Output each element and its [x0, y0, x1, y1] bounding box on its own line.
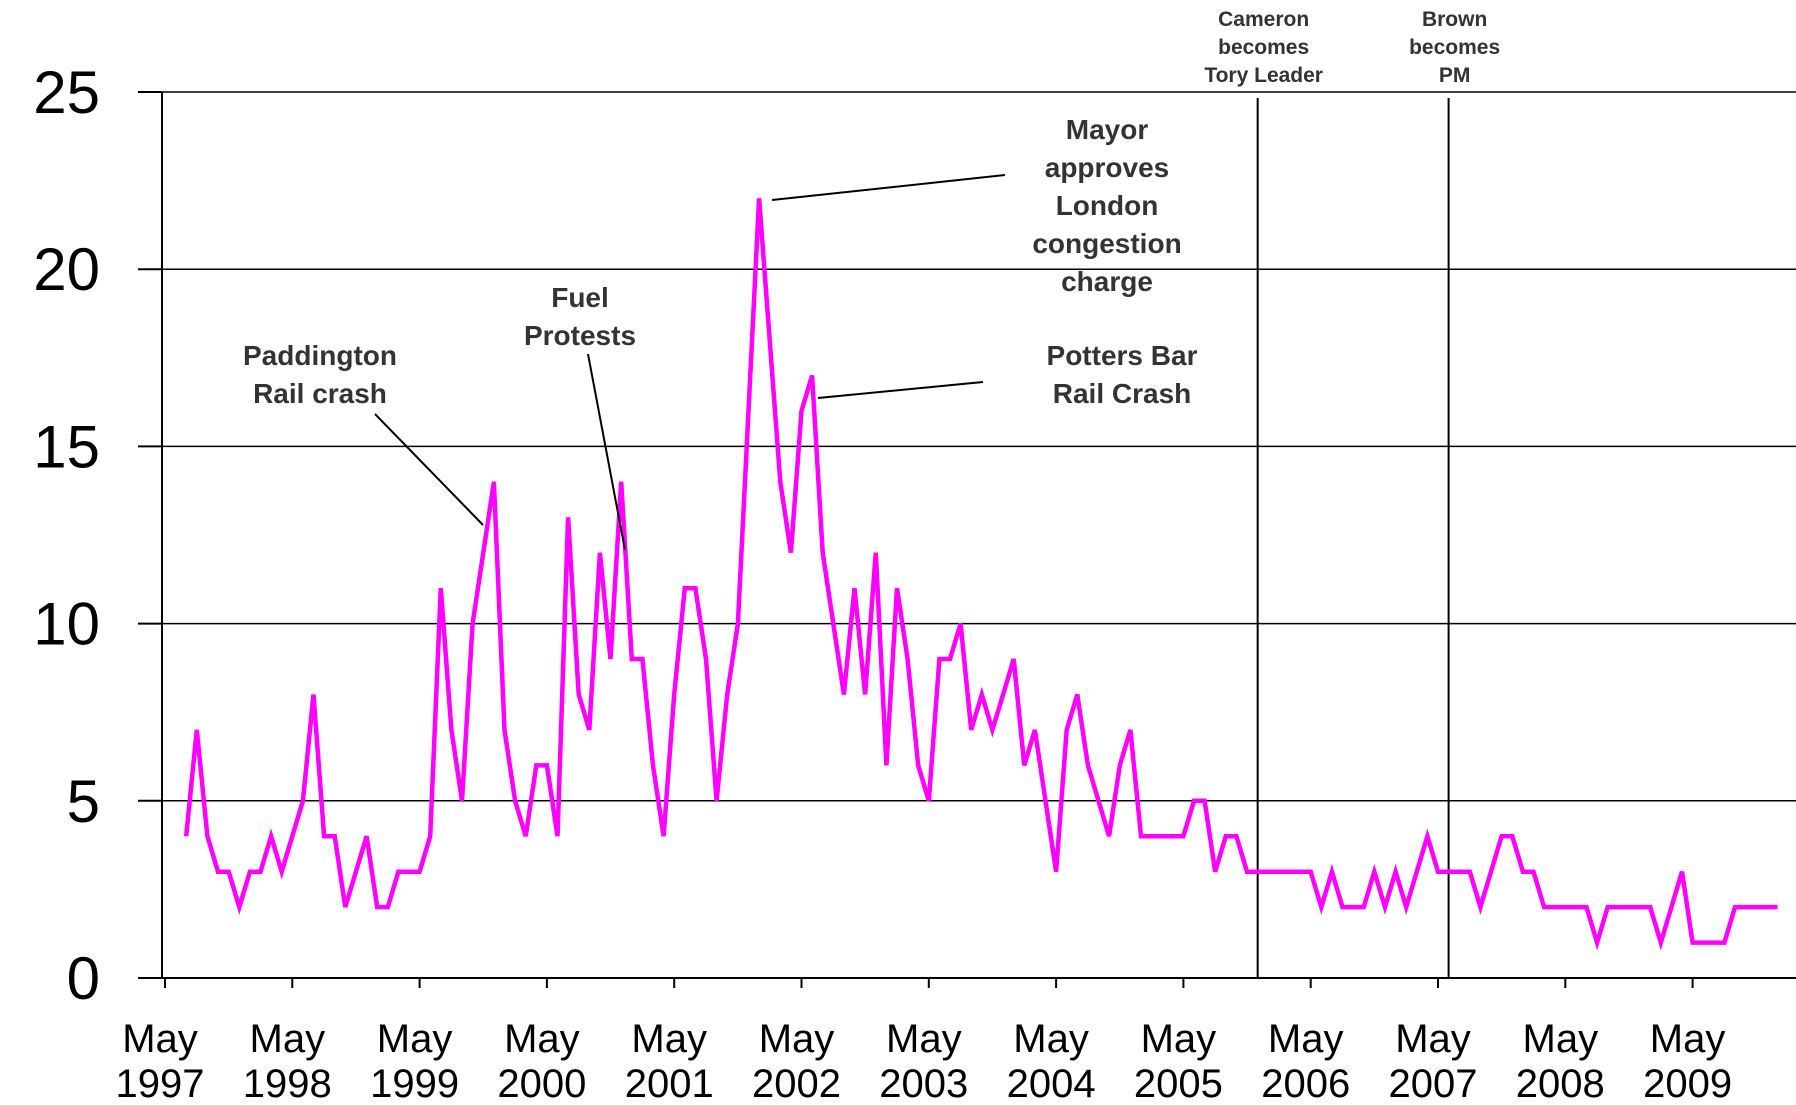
x-tick-label-month: May: [1141, 1017, 1217, 1061]
event-label: Tory Leader: [1204, 64, 1323, 87]
x-tick-label-month: May: [504, 1017, 580, 1061]
y-tick-label: 0: [67, 945, 100, 1012]
x-tick-label-year: 2003: [879, 1062, 968, 1105]
annotation-label: Potters Bar: [1047, 340, 1198, 371]
x-tick-label-year: 2007: [1389, 1062, 1478, 1105]
x-tick-label-year: 2002: [752, 1062, 841, 1105]
y-tick-label: 10: [33, 591, 100, 658]
y-tick-label: 5: [67, 768, 100, 835]
x-tick-label-month: May: [377, 1017, 453, 1061]
x-tick-label-year: 2009: [1643, 1062, 1732, 1105]
event-label: Brown: [1422, 8, 1487, 31]
annotations: Paddington Rail crash Fuel Protests Mayor app…: [243, 114, 1198, 551]
series-lines: [183, 198, 1778, 951]
annotation-label: Mayor: [1066, 114, 1149, 145]
x-tick-label-year: 2001: [625, 1062, 714, 1105]
annotation-label: congestion: [1032, 228, 1181, 259]
x-tick-label-month: May: [1523, 1017, 1599, 1061]
x-tick-label-year: 2004: [1007, 1062, 1096, 1105]
x-tick-label-year: 2005: [1134, 1062, 1223, 1105]
x-tick-label-month: May: [122, 1017, 198, 1061]
annotation-label: Rail Crash: [1053, 378, 1192, 409]
x-tick-label-month: May: [759, 1017, 835, 1061]
event-label: becomes: [1218, 36, 1309, 59]
annotation-leader: [587, 353, 626, 551]
annotation-label: London: [1056, 190, 1159, 221]
annotation-leader: [374, 413, 484, 526]
x-tick-label-month: May: [1013, 1017, 1089, 1061]
x-tick-label-year: 1997: [116, 1062, 205, 1105]
annotation-label: Rail crash: [253, 378, 387, 409]
y-tick-label: 20: [33, 236, 100, 303]
x-tick-label-month: May: [631, 1017, 707, 1061]
x-tick-label-year: 1998: [243, 1062, 332, 1105]
y-tick-labels: 0 5 10 15 20 25: [33, 59, 100, 1012]
y-tick-label: 25: [33, 59, 100, 126]
axes: [138, 92, 1796, 979]
event-label: PM: [1439, 64, 1471, 87]
annotation-leader: [817, 381, 984, 399]
x-tick-label-month: May: [1395, 1017, 1471, 1061]
event-label: becomes: [1409, 36, 1500, 59]
annotation-label: Paddington: [243, 340, 397, 371]
annotation-label: charge: [1061, 266, 1153, 297]
x-tick-label-month: May: [1268, 1017, 1344, 1061]
x-tick-label-year: 2000: [497, 1062, 586, 1105]
x-tick-label-year: 2008: [1516, 1062, 1605, 1105]
grid-lines: [138, 91, 1796, 979]
x-tick-labels: May1997May1998May1999May2000May2001May20…: [116, 978, 1732, 1105]
annotation-leader: [771, 174, 1006, 201]
series-line: [183, 198, 1778, 951]
event-label: Cameron: [1218, 8, 1309, 31]
x-tick-label-year: 2006: [1261, 1062, 1350, 1105]
annotation-label: Fuel: [551, 282, 609, 313]
y-tick-label: 15: [33, 413, 100, 480]
annotation-label: approves: [1045, 152, 1170, 183]
x-tick-label-month: May: [250, 1017, 326, 1061]
event-lines: Cameron becomes Tory Leader Brown becomes PM: [1204, 8, 1500, 978]
x-tick-label-month: May: [1650, 1017, 1726, 1061]
x-tick-label-month: May: [886, 1017, 962, 1061]
x-tick-label-year: 1999: [370, 1062, 459, 1105]
annotation-label: Protests: [524, 320, 636, 351]
